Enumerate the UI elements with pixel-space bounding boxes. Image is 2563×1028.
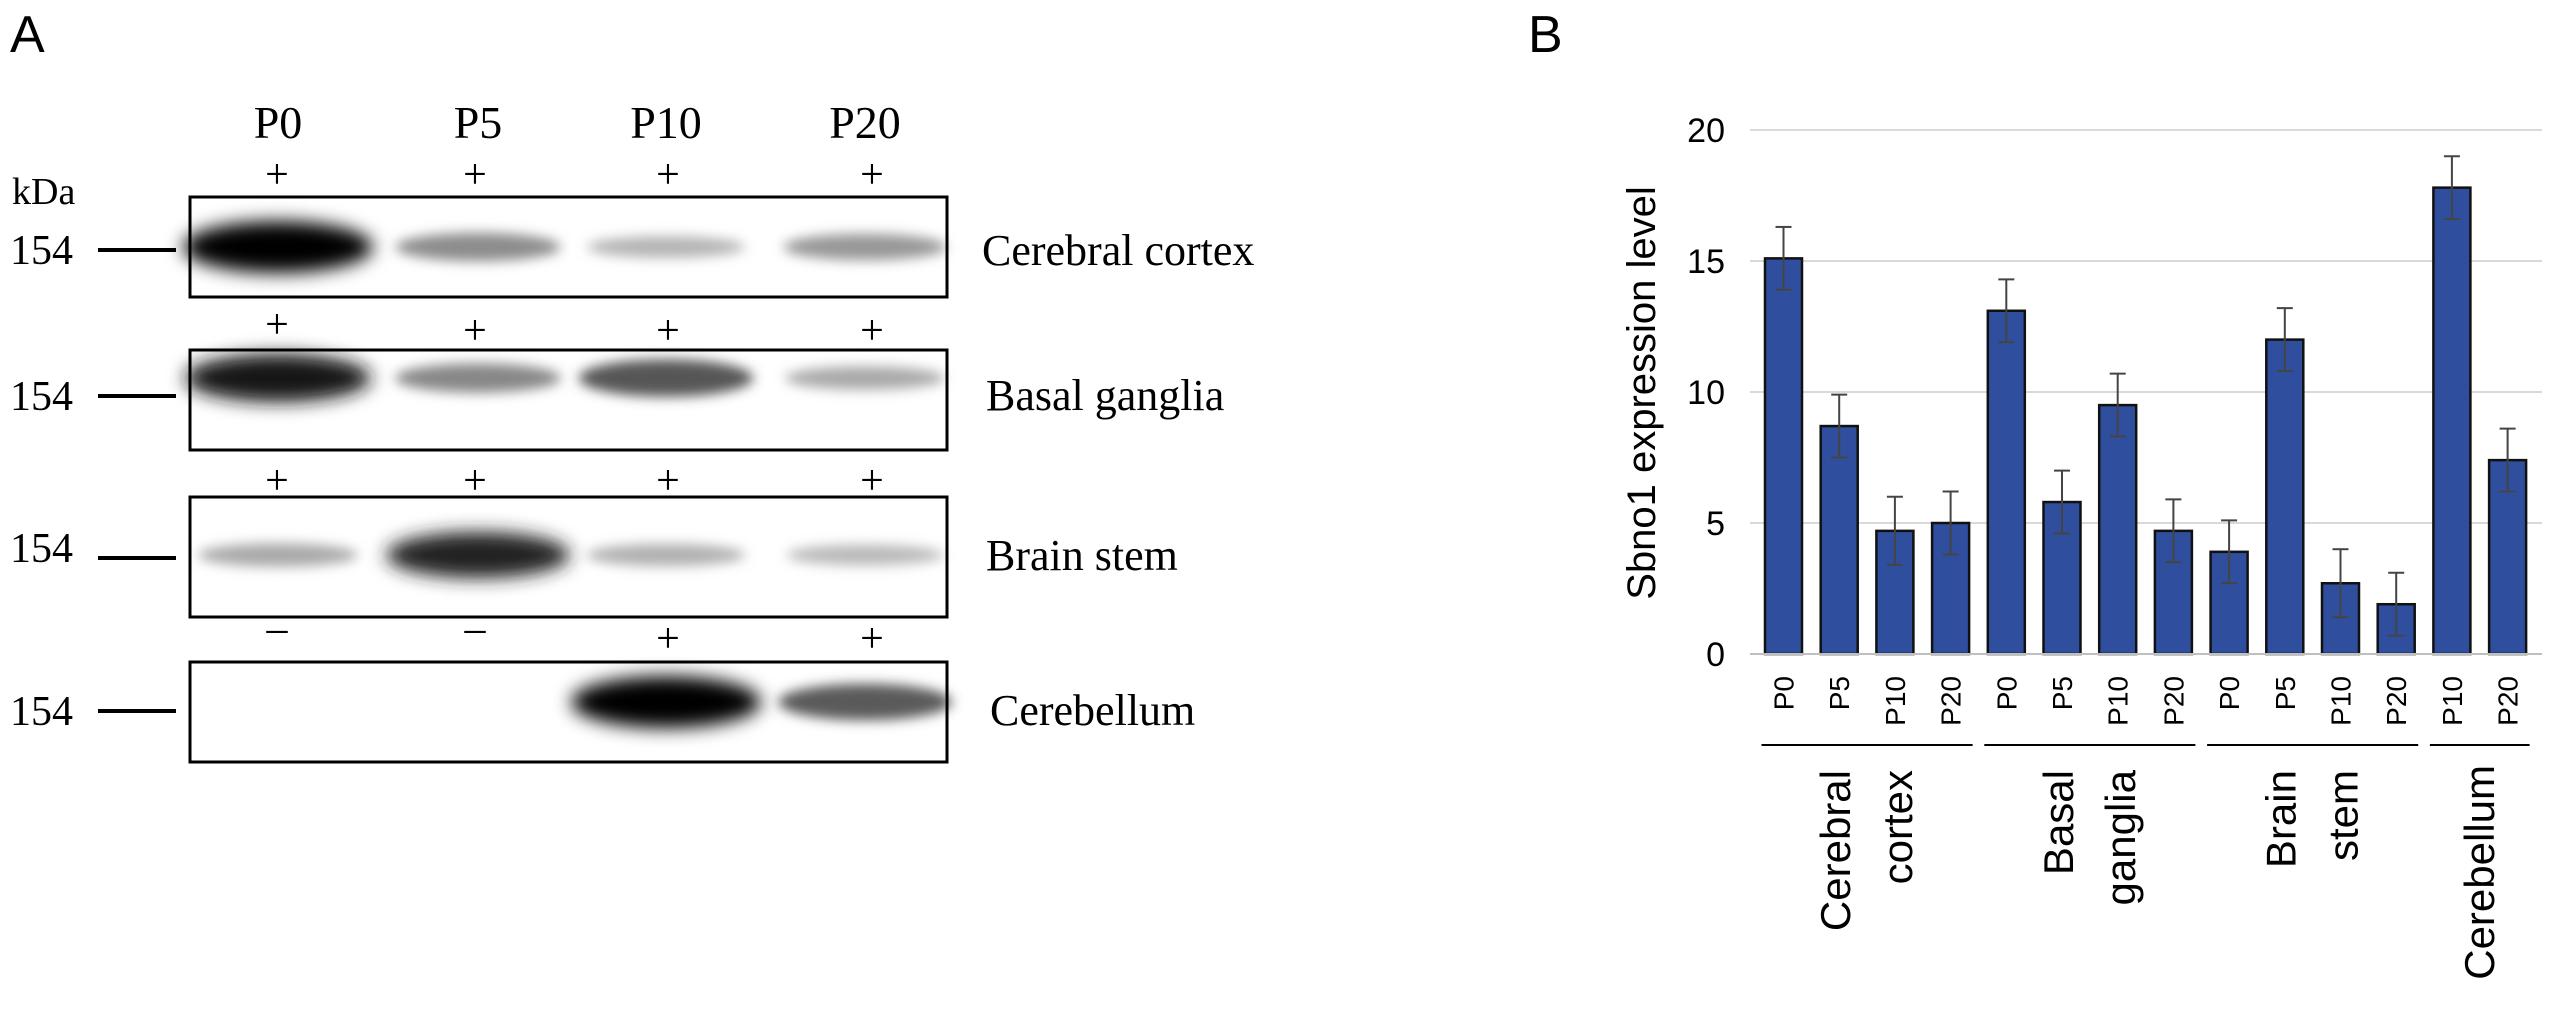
blot-cerebellum: 154 Cerebellum bbox=[10, 660, 1195, 764]
blot-band bbox=[198, 543, 358, 567]
marker-label: 154 bbox=[10, 689, 73, 735]
group-label: ganglia bbox=[2097, 769, 2144, 905]
gridlines bbox=[1750, 129, 2542, 524]
blot-band bbox=[778, 683, 952, 721]
group-labels: Cerebral cortex Basal ganglia Brain stem Cereb… bbox=[1761, 744, 2530, 980]
y-tick-label: 0 bbox=[1706, 636, 1725, 674]
timepoint-header: P0 bbox=[254, 97, 303, 148]
x-tick-label: P10 bbox=[2326, 676, 2357, 726]
blot-frame-outline bbox=[188, 660, 949, 764]
bar bbox=[2097, 403, 2138, 656]
error-bars bbox=[1775, 155, 2516, 637]
blot-band bbox=[578, 359, 754, 397]
group-label: Basal bbox=[2035, 770, 2082, 875]
bar bbox=[1763, 257, 1804, 656]
blot-basal-ganglia: 154 Basal ganglia bbox=[10, 348, 1224, 452]
tissue-label: Cerebellum bbox=[990, 686, 1195, 735]
panel-b: B Sbno1 expression level 0 5 10 15 20 P0 P5 P1… bbox=[1528, 6, 2542, 980]
sign-row: + + + + bbox=[265, 458, 884, 504]
kda-label: kDa bbox=[12, 171, 75, 213]
sign-row: + + + + bbox=[265, 302, 884, 354]
blot-band bbox=[587, 236, 745, 258]
blot-band bbox=[786, 544, 944, 566]
x-tick-label: P10 bbox=[2437, 676, 2468, 726]
x-tick-label: P20 bbox=[2158, 676, 2189, 726]
blot-band bbox=[586, 543, 746, 567]
x-tick-label: P0 bbox=[1991, 676, 2022, 710]
marker-label: 154 bbox=[10, 526, 73, 572]
x-tick-label: P0 bbox=[2214, 676, 2245, 710]
y-tick-label: 10 bbox=[1687, 374, 1725, 412]
group-label: Cerebral bbox=[1812, 770, 1859, 931]
sign: + bbox=[656, 152, 680, 198]
group-label: stem bbox=[2320, 770, 2367, 861]
x-tick-label: P0 bbox=[1769, 676, 1800, 710]
sign: + bbox=[463, 152, 487, 198]
sign: + bbox=[656, 308, 680, 354]
tissue-label: Basal ganglia bbox=[986, 371, 1224, 420]
timepoint-headers: P0 P5 P10 P20 bbox=[254, 97, 901, 148]
y-tick-labels: 0 5 10 15 20 bbox=[1687, 112, 1725, 674]
marker-label: 154 bbox=[10, 374, 73, 420]
x-tick-label: P5 bbox=[2047, 676, 2078, 710]
y-tick-label: 15 bbox=[1687, 243, 1725, 281]
sign: + bbox=[265, 152, 289, 198]
sign: + bbox=[860, 152, 884, 198]
timepoint-header: P10 bbox=[630, 97, 702, 148]
blot-band bbox=[395, 232, 561, 262]
blot-frame-outline bbox=[188, 495, 949, 619]
panel-a: A P0 P5 P10 P20 kDa + + + + + + + + + + … bbox=[10, 6, 1254, 764]
sign: + bbox=[860, 308, 884, 354]
x-tick-labels: P0 P5 P10 P20 P0 P5 P10 P20 P0 P5 P10 P20 P10 P20 bbox=[1769, 676, 2524, 726]
bar bbox=[1819, 424, 1859, 656]
sign: + bbox=[860, 458, 884, 504]
blot-band bbox=[571, 676, 761, 728]
panel-a-letter: A bbox=[10, 6, 45, 64]
bar bbox=[2265, 338, 2305, 656]
sign: + bbox=[463, 308, 487, 354]
bar bbox=[2432, 186, 2472, 656]
group-label: Cerebellum bbox=[2456, 765, 2503, 980]
blot-band bbox=[183, 221, 373, 273]
sign: + bbox=[860, 616, 884, 662]
blot-brain-stem: 154 Brain stem bbox=[10, 495, 1178, 619]
group-label: Brain bbox=[2258, 770, 2305, 868]
bars bbox=[1763, 186, 2528, 656]
blot-cerebral-cortex: 154 Cerebral cortex bbox=[10, 195, 1254, 299]
sign: + bbox=[265, 458, 289, 504]
tissue-label: Brain stem bbox=[986, 531, 1178, 580]
x-tick-label: P5 bbox=[1824, 676, 1855, 710]
blot-band bbox=[783, 233, 947, 261]
x-tick-label: P5 bbox=[2270, 676, 2301, 710]
sign: + bbox=[656, 616, 680, 662]
timepoint-header: P20 bbox=[829, 97, 901, 148]
marker-label: 154 bbox=[10, 228, 73, 274]
x-tick-label: P10 bbox=[2103, 676, 2134, 726]
sign: + bbox=[265, 302, 289, 348]
y-tick-label: 5 bbox=[1706, 505, 1725, 543]
sign-row: + + + + bbox=[265, 152, 884, 198]
y-tick-label: 20 bbox=[1687, 112, 1725, 150]
blot-band bbox=[785, 366, 945, 390]
x-tick-label: P10 bbox=[1880, 676, 1911, 726]
sign: + bbox=[656, 458, 680, 504]
x-tick-label: P20 bbox=[2381, 676, 2412, 726]
x-tick-label: P20 bbox=[2493, 676, 2524, 726]
blot-band bbox=[386, 531, 570, 579]
x-tick-label: P20 bbox=[1936, 676, 1967, 726]
group-label: cortex bbox=[1874, 770, 1921, 884]
blot-frame-outline bbox=[188, 195, 949, 299]
y-axis-label: Sbno1 expression level bbox=[1620, 186, 1664, 600]
bar bbox=[1986, 309, 2027, 656]
timepoint-header: P5 bbox=[454, 97, 503, 148]
panel-b-letter: B bbox=[1528, 6, 1563, 64]
blot-band bbox=[185, 353, 371, 403]
tissue-label: Cerebral cortex bbox=[982, 226, 1254, 275]
sign: + bbox=[463, 458, 487, 504]
blot-band bbox=[395, 363, 561, 393]
blot-frame-outline bbox=[188, 348, 949, 452]
